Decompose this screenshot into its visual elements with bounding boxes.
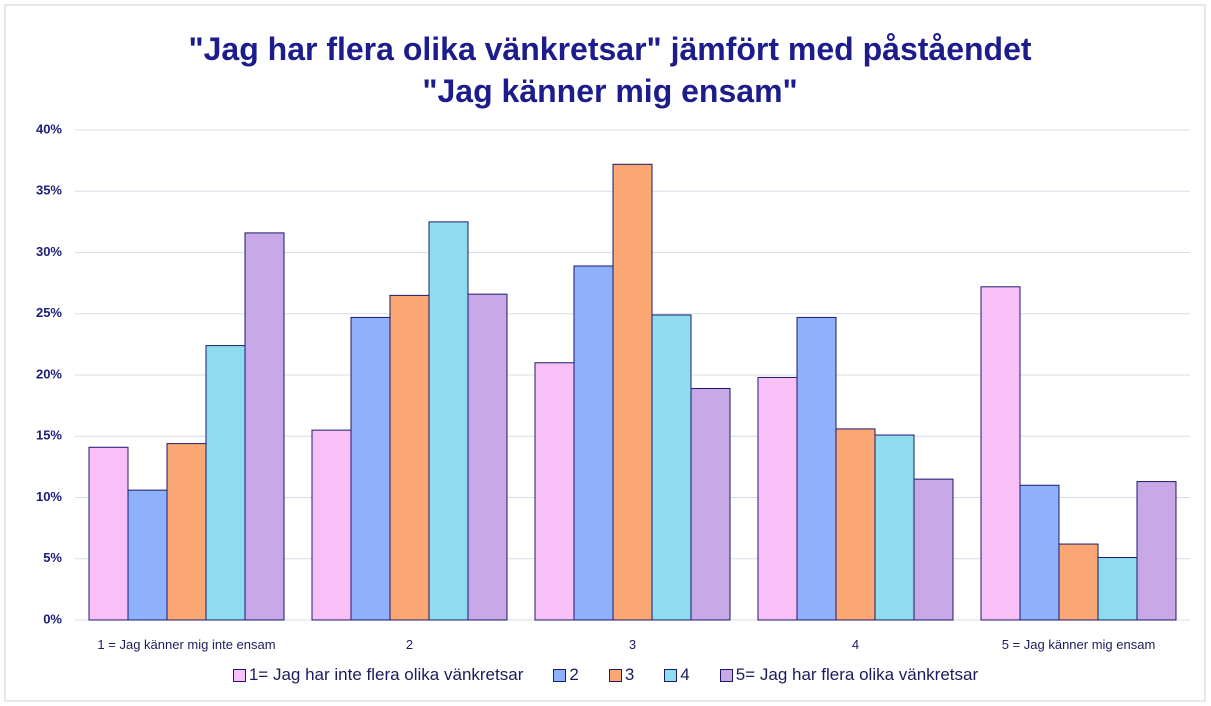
legend-swatch	[664, 668, 678, 682]
bar	[612, 163, 653, 621]
bar	[166, 443, 207, 621]
bar	[835, 428, 876, 621]
legend-label: 2	[569, 665, 579, 684]
legend-item: 3	[608, 665, 635, 685]
bar	[350, 316, 391, 621]
bar	[913, 478, 954, 621]
legend-swatch	[719, 668, 733, 682]
bar	[205, 345, 246, 621]
bar	[428, 221, 469, 621]
bar	[573, 265, 614, 621]
bar	[1019, 484, 1060, 621]
border	[4, 4, 1206, 702]
bar	[1058, 543, 1099, 621]
x-tick-label: 2	[405, 637, 414, 652]
bar	[757, 376, 798, 621]
y-tick-label: 15%	[36, 428, 62, 443]
legend-label: 1= Jag har inte flera olika vänkretsar	[248, 665, 524, 684]
bar	[244, 232, 285, 621]
bar	[651, 314, 692, 621]
legend-label: 4	[680, 665, 690, 684]
bar	[534, 362, 575, 621]
chart-title: "Jag har flera olika vänkretsar" jämfört…	[188, 31, 1032, 109]
bar	[1097, 557, 1138, 621]
legend: 1= Jag har inte flera olika vänkretsar 2 3…	[0, 665, 1211, 685]
legend-swatch	[232, 668, 246, 682]
legend-item: 4	[664, 665, 690, 685]
y-tick-label: 20%	[36, 366, 62, 381]
y-tick-label: 40%	[36, 121, 62, 136]
legend-item: 5= Jag har flera olika vänkretsar	[719, 665, 979, 685]
legend-item: 2	[553, 665, 579, 685]
y-tick-label: 25%	[36, 305, 62, 320]
bar	[467, 293, 508, 621]
y-tick-label: 30%	[36, 244, 62, 259]
x-tick-label: 1 = Jag känner mig inte ensam	[97, 637, 276, 652]
y-tick-label: 5%	[43, 550, 62, 565]
bar	[874, 434, 915, 621]
y-tick-label: 10%	[36, 489, 62, 504]
bar	[796, 316, 837, 621]
x-tick-label: 3	[628, 637, 637, 652]
legend-swatch	[608, 668, 622, 682]
bar	[311, 429, 352, 621]
x-tick-label: 4	[851, 637, 860, 652]
bar	[88, 446, 129, 621]
bar	[1136, 481, 1177, 621]
y-tick-label: 0%	[43, 611, 62, 626]
bar	[980, 286, 1021, 621]
bar	[389, 294, 430, 621]
y-tick-label: 35%	[36, 183, 62, 198]
legend-item: 1= Jag har inte flera olika vänkretsar	[232, 665, 524, 685]
bar	[690, 387, 731, 621]
legend-swatch	[553, 668, 567, 682]
legend-label: 3	[624, 665, 635, 684]
bar	[127, 489, 168, 621]
legend-label: 5= Jag har flera olika vänkretsar	[735, 665, 979, 684]
x-tick-label: 5 = Jag känner mig ensam	[1001, 637, 1156, 652]
